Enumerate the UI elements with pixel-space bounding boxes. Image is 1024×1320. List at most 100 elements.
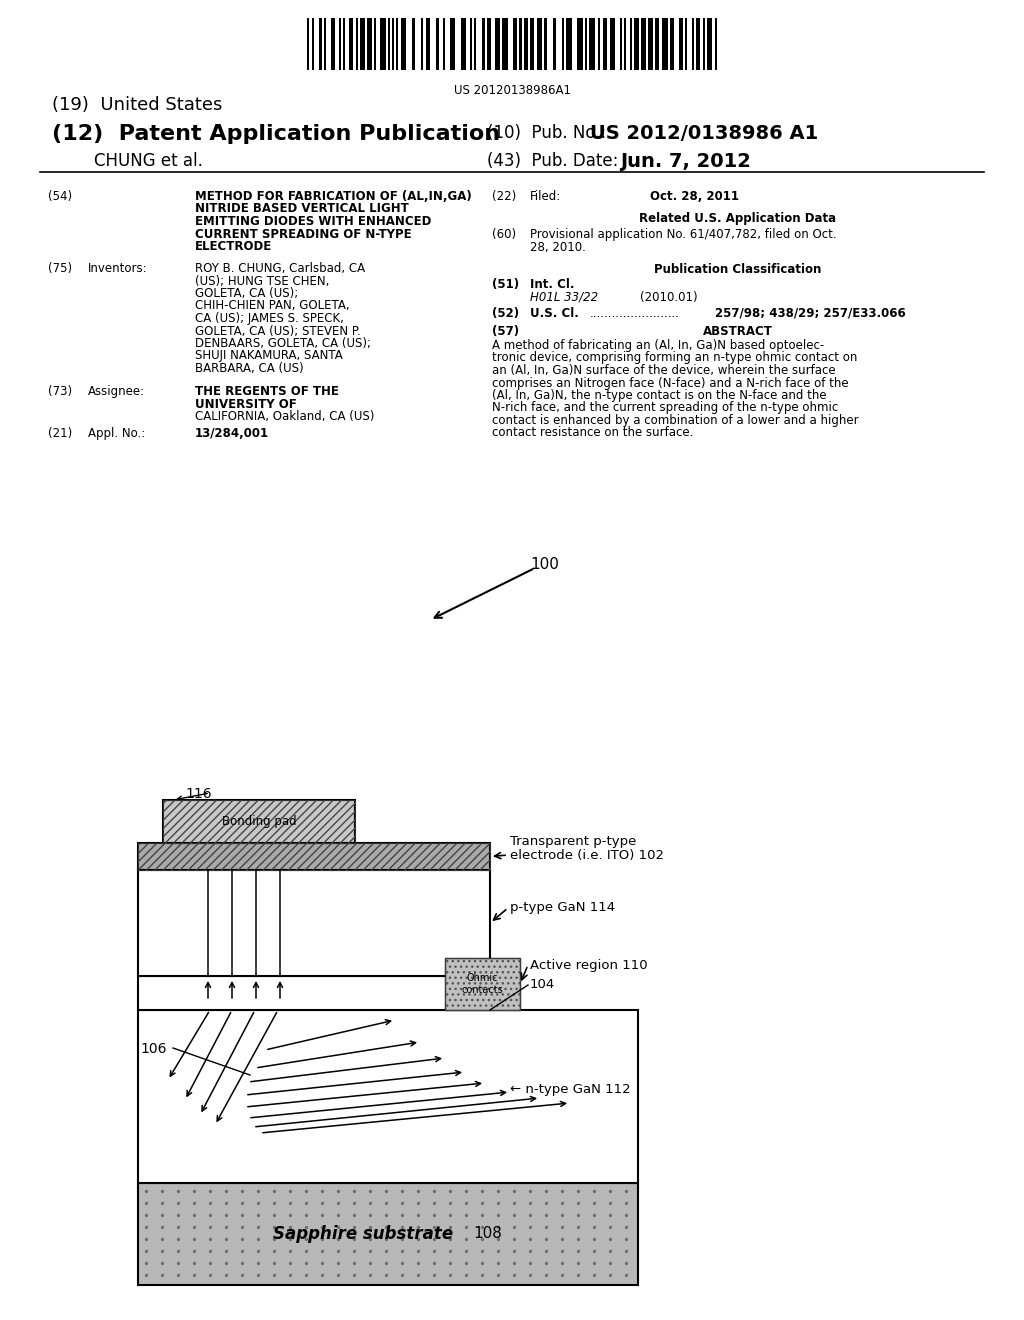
Bar [603,18,607,70]
Bar [537,18,542,70]
Bar [562,18,564,70]
Text: (54): (54) [48,190,72,203]
Bar [138,843,490,870]
Bar [461,18,466,70]
Text: (60): (60) [492,228,516,242]
Bar [163,800,355,843]
Bar [339,18,341,70]
Text: GOLETA, CA (US);: GOLETA, CA (US); [195,286,298,300]
Text: SHUJI NAKAMURA, SANTA: SHUJI NAKAMURA, SANTA [195,350,343,363]
Text: (21): (21) [48,426,73,440]
Text: p-type GaN 114: p-type GaN 114 [510,902,615,915]
Bar [692,18,694,70]
Text: (12)  Patent Application Publication: (12) Patent Application Publication [52,124,500,144]
Bar [696,18,700,70]
Bar [324,18,326,70]
Text: CALIFORNIA, Oakland, CA (US): CALIFORNIA, Oakland, CA (US) [195,411,375,422]
Bar [502,18,508,70]
Text: METHOD FOR FABRICATION OF (AL,IN,GA): METHOD FOR FABRICATION OF (AL,IN,GA) [195,190,472,203]
Text: Related U.S. Application Data: Related U.S. Application Data [639,213,837,224]
Bar [163,800,355,843]
Text: Active region 110: Active region 110 [530,958,647,972]
Bar [367,18,372,70]
Bar [343,18,345,70]
Bar [513,18,517,70]
Bar [655,18,659,70]
Bar [374,18,376,70]
Text: U.S. Cl.: U.S. Cl. [530,308,579,319]
Text: ........................: ........................ [590,308,680,319]
Text: A method of fabricating an (Al, In, Ga)N based optoelec-: A method of fabricating an (Al, In, Ga)N… [492,339,824,352]
Bar [495,18,500,70]
Text: contact is enhanced by a combination of a lower and a higher: contact is enhanced by a combination of … [492,414,859,426]
Text: US 2012/0138986 A1: US 2012/0138986 A1 [590,124,818,143]
Bar [662,18,668,70]
Text: (19)  United States: (19) United States [52,96,222,114]
Text: 13/284,001: 13/284,001 [195,426,269,440]
Text: Provisional application No. 61/407,782, filed on Oct.: Provisional application No. 61/407,782, … [530,228,837,242]
Text: CA (US); JAMES S. SPECK,: CA (US); JAMES S. SPECK, [195,312,344,325]
Text: (22): (22) [492,190,516,203]
Bar [138,975,490,1010]
Bar [312,18,314,70]
Bar [445,958,520,1010]
Text: (US); HUNG TSE CHEN,: (US); HUNG TSE CHEN, [195,275,330,288]
Bar [380,18,386,70]
Text: DENBAARS, GOLETA, CA (US);: DENBAARS, GOLETA, CA (US); [195,337,371,350]
Bar [450,18,455,70]
Bar [630,18,632,70]
Text: 104: 104 [530,978,555,991]
Text: 28, 2010.: 28, 2010. [530,240,586,253]
Text: Bonding pad: Bonding pad [221,814,296,828]
Bar [392,18,394,70]
Text: EMITTING DIODES WITH ENHANCED: EMITTING DIODES WITH ENHANCED [195,215,431,228]
Text: H01L 33/22: H01L 33/22 [530,290,598,304]
Text: comprises an Nitrogen face (N-face) and a N-rich face of the: comprises an Nitrogen face (N-face) and … [492,376,849,389]
Text: (51): (51) [492,279,519,290]
Bar [482,18,485,70]
Text: electrode (i.e. ITO) 102: electrode (i.e. ITO) 102 [510,849,664,862]
Text: ELECTRODE: ELECTRODE [195,240,272,253]
Text: 257/98; 438/29; 257/E33.066: 257/98; 438/29; 257/E33.066 [715,308,906,319]
Bar [641,18,646,70]
Bar [445,958,520,1010]
Text: ABSTRACT: ABSTRACT [703,325,773,338]
Bar [544,18,547,70]
Bar [401,18,406,70]
Text: UNIVERSITY OF: UNIVERSITY OF [195,397,297,411]
Text: (73): (73) [48,385,72,399]
Bar [707,18,712,70]
Bar [487,18,490,70]
Bar [349,18,353,70]
Bar [412,18,415,70]
Text: 100: 100 [530,557,559,572]
Text: GOLETA, CA (US); STEVEN P.: GOLETA, CA (US); STEVEN P. [195,325,360,338]
Bar [307,18,309,70]
Text: (52): (52) [492,308,519,319]
Text: Publication Classification: Publication Classification [654,263,821,276]
Text: Transparent p-type: Transparent p-type [510,836,636,847]
Text: an (Al, In, Ga)N surface of the device, wherein the surface: an (Al, In, Ga)N surface of the device, … [492,364,836,378]
Text: (57): (57) [492,325,519,338]
Text: (2010.01): (2010.01) [640,290,697,304]
Bar [356,18,358,70]
Bar [589,18,595,70]
Text: Appl. No.:: Appl. No.: [88,426,145,440]
Bar [566,18,572,70]
Bar [474,18,476,70]
Text: Inventors:: Inventors: [88,261,147,275]
Bar [138,1010,638,1183]
Bar [670,18,674,70]
Bar [524,18,528,70]
Bar [585,18,587,70]
Text: Int. Cl.: Int. Cl. [530,279,574,290]
Text: 108: 108 [473,1226,502,1242]
Text: (43)  Pub. Date:: (43) Pub. Date: [487,152,618,170]
Text: Jun. 7, 2012: Jun. 7, 2012 [620,152,751,172]
Bar [331,18,335,70]
Bar [443,18,445,70]
Text: NITRIDE BASED VERTICAL LIGHT: NITRIDE BASED VERTICAL LIGHT [195,202,409,215]
Text: Filed:: Filed: [530,190,561,203]
Bar [388,18,390,70]
Text: 116: 116 [185,787,212,801]
